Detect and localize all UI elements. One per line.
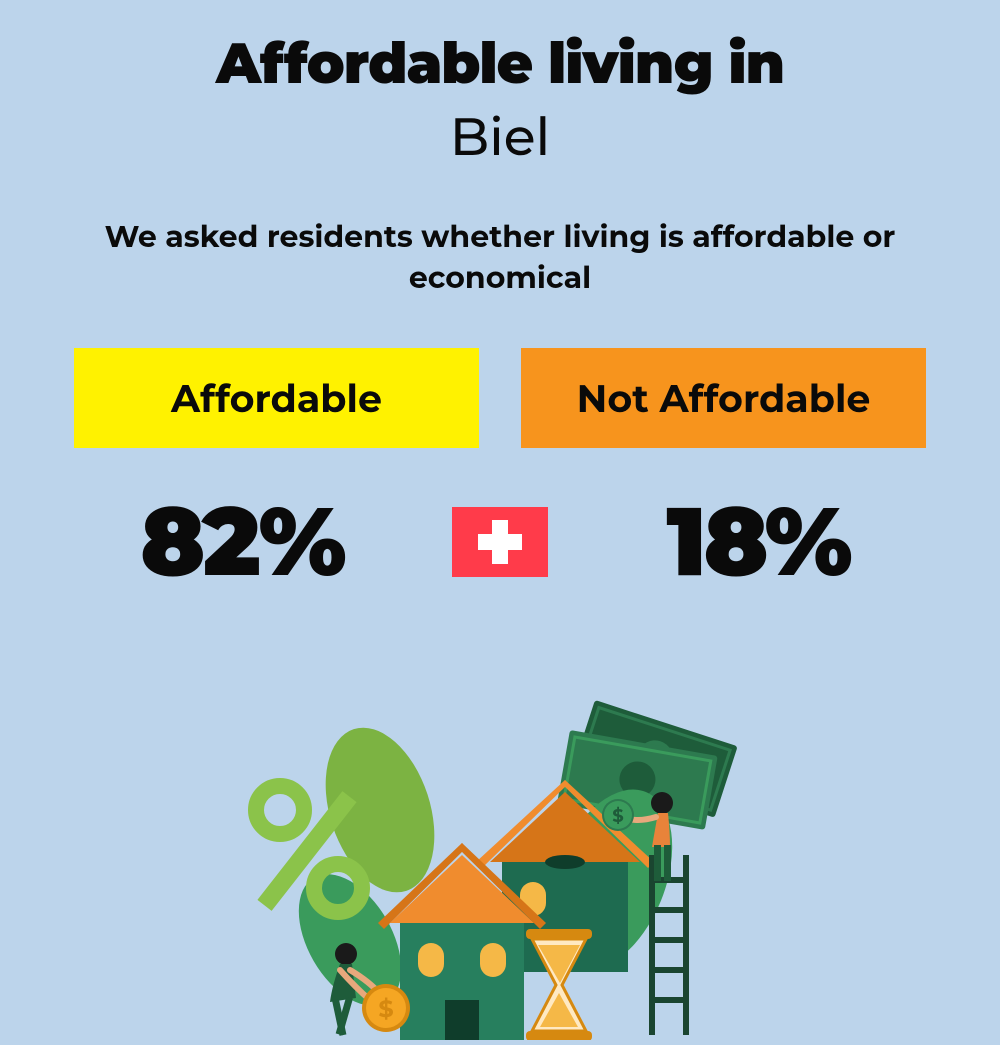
affordable-label: Affordable: [171, 375, 382, 422]
svg-text:$: $: [612, 805, 623, 827]
title-line1: Affordable living in: [0, 30, 1000, 98]
affordable-percent: 82%: [82, 483, 402, 600]
title-block: Affordable living in Biel: [0, 0, 1000, 169]
not-affordable-box: Not Affordable: [521, 348, 926, 448]
svg-text:$: $: [378, 995, 393, 1024]
affordable-box: Affordable: [74, 348, 479, 448]
not-affordable-label: Not Affordable: [577, 375, 871, 422]
house-savings-illustration: $ $: [200, 680, 800, 1040]
not-affordable-percent: 18%: [598, 483, 918, 600]
swiss-flag-icon: [452, 507, 548, 577]
subtitle: We asked residents whether living is aff…: [0, 217, 1000, 298]
title-line2: Biel: [0, 106, 1000, 169]
flag-cross-horizontal: [478, 534, 522, 550]
option-boxes: Affordable Not Affordable: [0, 348, 1000, 448]
percent-row: 82% 18%: [0, 483, 1000, 600]
